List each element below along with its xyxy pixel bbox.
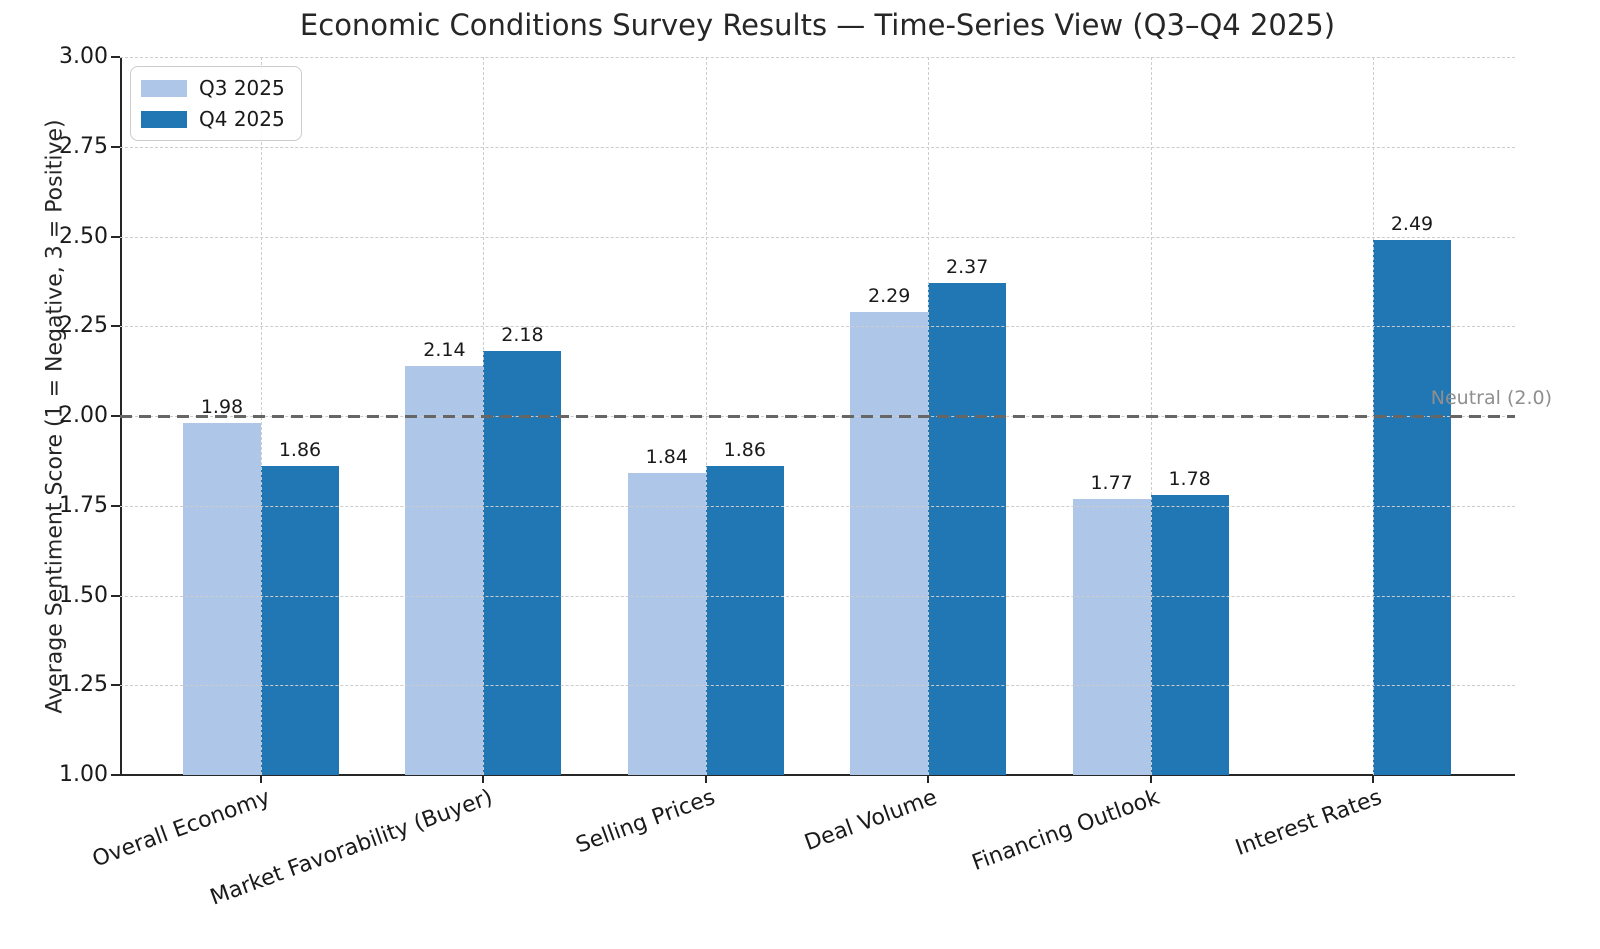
x-category-label: Interest Rates <box>1232 785 1386 862</box>
bar-q3-2025-deal-volume <box>850 311 929 775</box>
x-tick-mark <box>1372 775 1374 783</box>
bar-value-label: 1.77 <box>1090 471 1133 494</box>
x-category-label: Overall Economy <box>89 785 274 873</box>
legend-label: Q4 2025 <box>199 107 285 131</box>
bar-value-label: 1.98 <box>200 396 244 419</box>
bar-q4-2025-interest-rates <box>1373 240 1451 775</box>
x-category-label: Financing Outlook <box>969 785 1164 876</box>
h-gridline <box>120 685 1515 687</box>
neutral-line-label: Neutral (2.0) <box>1430 387 1552 409</box>
legend-item: Q4 2025 <box>141 107 285 131</box>
bar-value-label: 1.84 <box>645 446 688 469</box>
bar-value-label: 1.78 <box>1168 467 1211 490</box>
bar-q3-2025-overall-economy <box>183 423 261 775</box>
x-tick-mark <box>927 775 930 783</box>
h-gridline <box>120 595 1515 597</box>
y-tick-mark <box>111 594 120 597</box>
h-gridline <box>120 505 1515 507</box>
chart-title: Economic Conditions Survey Results — Tim… <box>299 8 1336 42</box>
x-tick-mark <box>482 775 485 783</box>
y-tick-mark <box>111 235 120 238</box>
legend-swatch <box>141 110 187 128</box>
y-tick-label: 2.25 <box>59 313 108 339</box>
y-tick-mark <box>111 56 120 58</box>
bar-q3-2025-selling-prices <box>627 473 706 775</box>
y-tick-label: 1.75 <box>59 492 108 518</box>
h-gridline <box>120 236 1515 238</box>
bar-q4-2025-deal-volume <box>928 283 1007 775</box>
legend-item: Q3 2025 <box>141 76 285 100</box>
h-gridline <box>120 326 1515 328</box>
y-tick-mark <box>111 504 120 507</box>
bar-value-label: 2.49 <box>1390 213 1434 236</box>
bar-value-label: 1.86 <box>723 439 766 462</box>
bar-q3-2025-financing-outlook <box>1072 498 1151 775</box>
bar-q4-2025-financing-outlook <box>1150 494 1229 775</box>
y-tick-mark <box>111 684 120 687</box>
x-category-label: Selling Prices <box>572 785 719 859</box>
x-category-label: Deal Volume <box>801 785 941 856</box>
bar-value-label: 2.29 <box>868 284 911 307</box>
y-tick-label: 3.00 <box>59 44 108 69</box>
bar-value-label: 2.37 <box>946 256 989 279</box>
x-tick-mark <box>704 775 707 783</box>
y-tick-mark <box>111 325 120 328</box>
h-gridline <box>120 146 1515 148</box>
bar-q4-2025-overall-economy <box>261 466 339 775</box>
bar-q3-2025-market-favorability-buyer- <box>405 365 484 775</box>
y-tick-label: 2.00 <box>59 403 108 428</box>
legend-swatch <box>141 79 187 97</box>
x-tick-mark <box>260 775 262 783</box>
y-tick-mark <box>111 774 120 776</box>
bar-value-label: 1.86 <box>278 439 322 462</box>
legend: Q3 2025 Q4 2025 <box>130 66 302 141</box>
x-tick-mark <box>1149 775 1152 783</box>
y-tick-mark <box>111 145 120 148</box>
neutral-reference-line <box>120 415 1515 418</box>
h-gridline <box>120 57 1515 58</box>
bar-value-label: 2.14 <box>423 338 466 361</box>
x-axis-spine <box>120 774 1515 776</box>
y-tick-mark <box>111 415 120 417</box>
y-tick-label: 2.75 <box>59 133 108 159</box>
y-tick-label: 1.00 <box>59 762 108 787</box>
bar-q4-2025-market-favorability-buyer- <box>483 351 562 775</box>
y-tick-label: 1.50 <box>59 582 108 608</box>
y-tick-label: 1.25 <box>59 672 108 698</box>
bar-value-label: 2.18 <box>501 324 544 347</box>
legend-label: Q3 2025 <box>199 76 285 100</box>
bar-q4-2025-selling-prices <box>705 466 784 775</box>
y-tick-label: 2.50 <box>59 223 108 249</box>
